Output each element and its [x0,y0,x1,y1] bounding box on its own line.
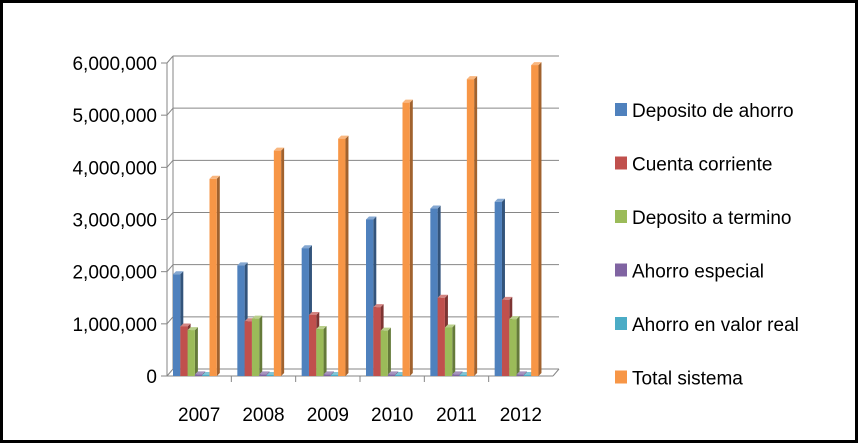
bar [531,62,542,376]
legend-entry: Total sistema [615,369,743,390]
chart-plot: 0 1,000,000 2,000,000 3,000,000 4,000,000 5,0… [72,54,799,426]
bar [251,315,263,376]
x-tick-label: 2011 [436,405,477,426]
bar [466,76,478,377]
legend-label: Deposito a termino [632,208,791,229]
legend-swatch [615,317,627,330]
y-tick-label: 1,000,000 [72,315,157,336]
bar [273,147,285,376]
x-tick-label: 2008 [242,405,284,426]
gridline-side [166,264,174,272]
bar [338,135,349,376]
y-tick-label: 3,000,000 [72,211,157,232]
legend-swatch [615,156,627,170]
x-tick-label: 2007 [178,405,220,426]
bar [380,327,391,376]
bars [173,62,542,377]
legend-entry: Ahorro en valor real [615,315,799,336]
gridline-side [166,55,174,64]
legend-label: Cuenta corriente [632,155,772,176]
legend-entry: Ahorro especial [615,262,764,283]
legend-swatch [615,370,627,384]
legend-entry: Cuenta corriente [615,155,772,176]
bar [316,326,327,376]
legend-entry: Deposito a termino [615,208,791,229]
floor-edge [552,368,560,377]
y-tick-label: 5,000,000 [72,106,157,127]
y-tick-label: 2,000,000 [72,263,157,284]
y-tick-label: 4,000,000 [72,158,157,179]
gridline-side [166,107,174,116]
gridline-side [166,212,174,220]
gridline-side [166,368,174,377]
legend-label: Deposito de ahorro [632,101,794,122]
gridline-side [166,316,174,325]
bar [444,324,456,376]
legend-swatch [615,103,627,116]
y-tick-label: 6,000,000 [72,54,157,75]
x-tick-label: 2010 [371,405,413,426]
x-tick-labels: 2007 2008 2009 2010 2011 2012 [178,405,542,426]
y-tick-labels: 0 1,000,000 2,000,000 3,000,000 4,000,000 5,0… [72,54,157,388]
legend-label: Ahorro en valor real [632,315,799,336]
bar [509,316,520,376]
bar [187,327,198,376]
y-tick-label: 0 [146,367,157,388]
gridline-side [166,160,174,168]
legend-label: Total sistema [632,369,743,390]
bar [402,99,413,376]
legend-label: Ahorro especial [632,262,764,283]
x-tick-label: 2009 [307,405,349,426]
bar [209,175,220,376]
legend-entry: Deposito de ahorro [615,101,794,122]
legend-swatch [615,210,627,223]
x-tick-label: 2012 [500,405,542,426]
legend-swatch [615,263,627,277]
legend: Deposito de ahorro Cuenta corriente Deposi… [615,101,799,390]
